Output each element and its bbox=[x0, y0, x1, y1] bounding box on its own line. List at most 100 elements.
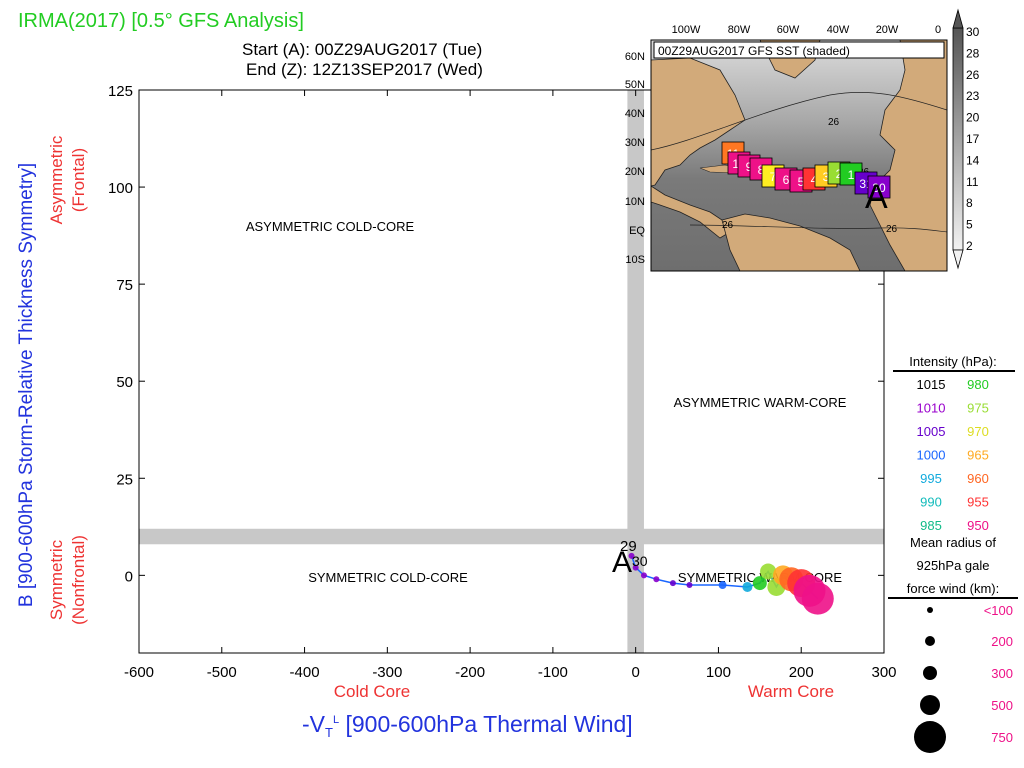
inset-lat-label: 10S bbox=[625, 254, 645, 266]
size-legend-label: <100 bbox=[984, 603, 1013, 618]
inset-lon-label: 0 bbox=[935, 24, 941, 36]
inset-lat-label: 30N bbox=[625, 137, 645, 149]
inset-day-label: 9 bbox=[746, 160, 753, 174]
intensity-legend-item: 965 bbox=[967, 448, 989, 463]
colorbar-label: 8 bbox=[966, 196, 973, 210]
x-tick-label: -600 bbox=[124, 664, 154, 681]
sst-contour bbox=[651, 91, 947, 151]
colorbar-label: 30 bbox=[966, 25, 980, 39]
vertical-band bbox=[627, 90, 644, 653]
intensity-legend-item: 1005 bbox=[917, 424, 946, 439]
sst-colorbar bbox=[952, 27, 964, 251]
inset-lat-label: 20N bbox=[625, 166, 645, 178]
inset-lat-label: 10N bbox=[625, 196, 645, 208]
inset-title: 00Z29AUG2017 GFS SST (shaded) bbox=[658, 44, 850, 58]
inset-lon-label: 80W bbox=[728, 24, 751, 36]
colorbar-top-cap bbox=[952, 8, 964, 29]
intensity-legend-item: 950 bbox=[967, 518, 989, 533]
x-tick-label: -400 bbox=[290, 664, 320, 681]
colorbar-label: 2 bbox=[966, 239, 973, 253]
quadrant-asym-cold: ASYMMETRIC COLD-CORE bbox=[246, 219, 415, 234]
colorbar-label: 14 bbox=[966, 153, 980, 167]
inset-lat-labels: 60N 50N 40N 30N 20N 10N EQ 10S bbox=[625, 51, 646, 266]
size-legend-label: 300 bbox=[991, 666, 1013, 681]
intensity-legend-item: 990 bbox=[920, 495, 942, 510]
x-axis-label-sup: L bbox=[333, 714, 339, 726]
start-marker: A bbox=[612, 546, 632, 579]
start-date-label: 29 bbox=[620, 538, 637, 555]
x-axis-label-sub: T bbox=[325, 725, 333, 740]
x-axis-label: -VTL [900-600hPa Thermal Wind] bbox=[302, 711, 633, 740]
track-point bbox=[718, 581, 727, 590]
intensity-legend-item: 995 bbox=[920, 471, 942, 486]
size-legend-dot bbox=[923, 666, 937, 680]
colorbar-label: 5 bbox=[966, 218, 973, 232]
intensity-legend-item: 1010 bbox=[917, 401, 946, 416]
inset-lon-label: 40W bbox=[827, 24, 850, 36]
symmetric-label: Symmetric bbox=[47, 539, 66, 620]
intensity-legend-item: 980 bbox=[967, 377, 989, 392]
inset-day-label: 5 bbox=[798, 175, 805, 189]
track-point bbox=[640, 572, 647, 579]
inset-lat-label: 40N bbox=[625, 108, 645, 120]
x-axis-label-prefix: -V bbox=[302, 711, 326, 737]
y-tick-label: 75 bbox=[116, 277, 133, 294]
colorbar-bottom-cap bbox=[952, 249, 964, 270]
neutral-bands bbox=[139, 90, 884, 653]
y-tick-label: 25 bbox=[116, 471, 133, 488]
size-legend-dot bbox=[925, 636, 935, 646]
inset-lon-labels: 100W 80W 60W 40W 20W 0 bbox=[672, 24, 941, 36]
sst-contour-south bbox=[689, 224, 947, 233]
inset-title-box bbox=[653, 41, 945, 59]
inset-lon-label: 100W bbox=[672, 24, 701, 36]
intensity-legend: 1015 980 1010 975 1005 970 1000 965 995 960 990 955… bbox=[917, 377, 989, 533]
sst-label-3: 26 bbox=[722, 220, 734, 231]
x-tick-label: 0 bbox=[631, 664, 639, 681]
inset-day-label: 2 bbox=[836, 167, 843, 181]
size-title-1: Mean radius of bbox=[910, 535, 996, 550]
x-tick-label: 100 bbox=[706, 664, 731, 681]
inset-start-marker: A bbox=[865, 178, 888, 216]
inset-frame bbox=[650, 39, 948, 272]
south-america bbox=[721, 213, 861, 271]
track-point bbox=[742, 581, 753, 592]
size-legend-label: 200 bbox=[991, 634, 1013, 649]
x-tick-label: -300 bbox=[372, 664, 402, 681]
frontal-label: (Frontal) bbox=[69, 148, 88, 212]
track-point bbox=[632, 564, 639, 571]
nonfrontal-label: (Nonfrontal) bbox=[69, 535, 88, 625]
horizontal-band bbox=[139, 528, 884, 545]
y-tick-label: 100 bbox=[108, 180, 133, 197]
inset-day-label: 3 bbox=[823, 170, 830, 184]
size-title-2: 925hPa gale bbox=[916, 558, 989, 573]
plot-frame bbox=[138, 89, 885, 654]
x-tick-label: 200 bbox=[789, 664, 814, 681]
quadrant-sym-cold: SYMMETRIC COLD-CORE bbox=[308, 570, 468, 585]
colorbar-label: 23 bbox=[966, 89, 980, 103]
x-tick-label: -200 bbox=[455, 664, 485, 681]
intensity-legend-item: 975 bbox=[967, 401, 989, 416]
colorbar-labels: 30 28 26 23 20 17 14 11 8 5 2 bbox=[966, 25, 980, 253]
inset-day-label: 1 bbox=[848, 168, 855, 182]
asymmetric-label: Asymmetric bbox=[47, 135, 66, 224]
chart-title: IRMA(2017) [0.5° GFS Analysis] bbox=[18, 10, 304, 32]
inset-lon-label: 20W bbox=[876, 24, 899, 36]
start-sub-label: 30 bbox=[632, 553, 648, 569]
inset-track-days: 11109876543213130 bbox=[721, 141, 891, 199]
track-point bbox=[628, 552, 635, 559]
colorbar-label: 28 bbox=[966, 46, 980, 60]
track-point bbox=[669, 580, 676, 587]
inset-lat-label: 50N bbox=[625, 79, 645, 91]
axis-ticks: -600 -500 -400 -300 -200 -100 0 100 200 300125100… bbox=[108, 83, 897, 681]
size-legend-label: 750 bbox=[991, 730, 1013, 745]
track-point bbox=[760, 563, 777, 580]
y-axis-label: B [900-600hPa Storm-Relative Thickness S… bbox=[16, 163, 37, 607]
inset-day-label: 30 bbox=[872, 181, 886, 195]
start-time: Start (A): 00Z29AUG2017 (Tue) bbox=[242, 40, 483, 59]
size-legend-dot bbox=[920, 695, 940, 715]
intensity-legend-item: 985 bbox=[920, 518, 942, 533]
x-tick-label: -500 bbox=[207, 664, 237, 681]
north-america bbox=[651, 57, 746, 187]
size-legend-dot bbox=[927, 607, 933, 613]
